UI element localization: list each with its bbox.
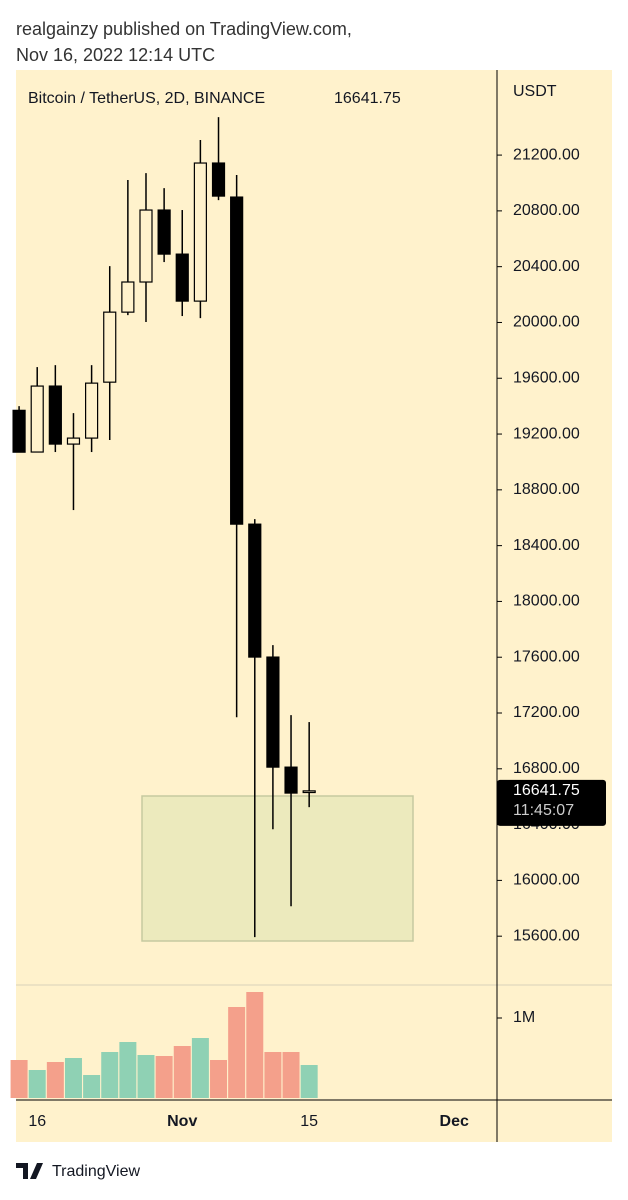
candle-body xyxy=(266,656,280,768)
last-price-box xyxy=(497,779,606,826)
candle-body xyxy=(30,385,44,453)
logo-icon xyxy=(16,1163,43,1179)
candle-body xyxy=(157,209,171,255)
volume-bar xyxy=(264,1052,282,1098)
volume-bar xyxy=(10,1060,28,1098)
volume-bar xyxy=(119,1042,137,1098)
volume-tick-label: 1M xyxy=(513,1009,535,1026)
last-price-label: 16641.75 xyxy=(513,782,580,799)
volume-bar xyxy=(137,1055,155,1098)
y-tick-label: 16800.00 xyxy=(513,760,580,777)
candle-body xyxy=(284,766,298,794)
candle-body xyxy=(66,437,81,445)
y-tick-label: 20000.00 xyxy=(513,314,580,331)
publisher-line: realgainzy published on TradingView.com, xyxy=(16,19,352,39)
candle-body xyxy=(121,281,135,313)
chart-background xyxy=(16,70,612,1142)
candle-body xyxy=(193,162,207,302)
countdown: 11:45:07 xyxy=(513,802,574,819)
y-tick-label: 15600.00 xyxy=(513,927,580,944)
x-tick-label: 15 xyxy=(300,1113,318,1130)
volume-bar xyxy=(246,992,264,1098)
logo xyxy=(16,1163,43,1179)
zone-box xyxy=(141,795,414,942)
candle-body xyxy=(103,311,117,383)
y-tick-label: 19200.00 xyxy=(513,425,580,442)
volume-bar xyxy=(28,1070,46,1098)
publish-date: Nov 16, 2022 12:14 UTC xyxy=(16,45,215,65)
candle-body xyxy=(248,523,262,658)
x-tick-label: Dec xyxy=(440,1113,469,1130)
y-tick-label: 18400.00 xyxy=(513,537,580,554)
y-tick-label: 20800.00 xyxy=(513,202,580,219)
volume-bar xyxy=(173,1046,191,1098)
y-tick-label: 16000.00 xyxy=(513,872,580,889)
y-tick-label: 18000.00 xyxy=(513,593,580,610)
candle-body xyxy=(211,162,226,197)
candle-body xyxy=(48,385,62,445)
volume-bar xyxy=(155,1056,173,1098)
candle-body xyxy=(139,209,153,283)
volume-bar xyxy=(64,1058,82,1098)
candle-body xyxy=(230,196,244,525)
volume-bar xyxy=(46,1062,64,1098)
volume-bar xyxy=(83,1075,101,1098)
y-tick-label: 17200.00 xyxy=(513,704,580,721)
x-tick-label: 16 xyxy=(28,1113,46,1130)
volume-bar xyxy=(282,1052,300,1098)
footer-brand: TradingView xyxy=(52,1163,140,1180)
legend-price: 16641.75 xyxy=(334,90,401,107)
y-tick-label: 18800.00 xyxy=(513,481,580,498)
candle-body xyxy=(302,790,316,794)
x-tick-label: Nov xyxy=(167,1113,197,1130)
y-tick-label: 19600.00 xyxy=(513,369,580,386)
y-axis-label: USDT xyxy=(513,83,557,100)
y-tick-label: 20400.00 xyxy=(513,258,580,275)
chart-title: Bitcoin / TetherUS, 2D, BINANCE xyxy=(28,90,265,107)
volume-bar xyxy=(210,1060,228,1098)
candle-body xyxy=(85,382,99,439)
candle-body xyxy=(12,409,26,453)
candle-body xyxy=(175,253,189,302)
y-tick-label: 17600.00 xyxy=(513,648,580,665)
volume-bar xyxy=(228,1007,246,1098)
volume-bar xyxy=(300,1065,318,1098)
volume-bar xyxy=(191,1038,209,1098)
volume-bar xyxy=(101,1052,119,1098)
y-tick-label: 21200.00 xyxy=(513,146,580,163)
